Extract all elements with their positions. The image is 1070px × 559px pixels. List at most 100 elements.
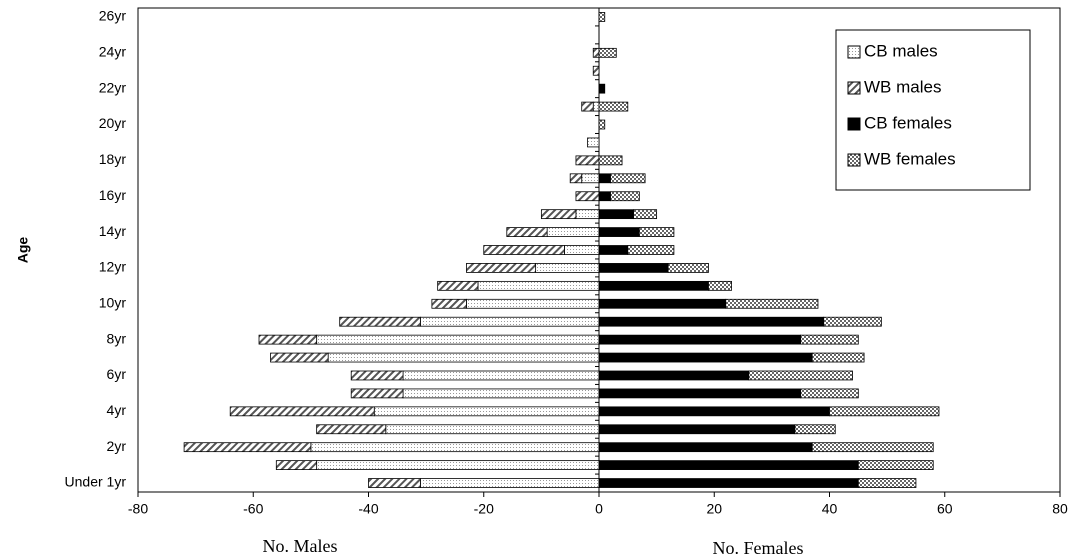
bar — [748, 370, 853, 381]
x-tick-label: 0 — [595, 501, 603, 517]
y-tick-label: 12yr — [99, 259, 127, 275]
bar — [339, 316, 421, 327]
bar — [592, 47, 600, 58]
x-tick-label: 40 — [822, 501, 838, 517]
y-tick-label: Under 1yr — [65, 474, 127, 490]
bar — [581, 101, 594, 112]
bar — [725, 298, 819, 309]
bar — [477, 280, 600, 291]
x-tick-label: -40 — [358, 501, 378, 517]
x-tick-label: 60 — [937, 501, 953, 517]
bar — [857, 460, 934, 470]
x-tick-label: -20 — [474, 501, 494, 517]
y-tick-label: 14yr — [99, 223, 127, 239]
bar — [598, 263, 669, 273]
bar — [627, 245, 675, 255]
bar — [633, 209, 658, 220]
bar — [598, 227, 640, 237]
y-tick-label: 22yr — [99, 79, 127, 95]
bar — [598, 101, 629, 112]
legend-label: WB males — [864, 77, 941, 96]
y-tick-label: 4yr — [107, 402, 127, 418]
legend-swatch — [847, 153, 861, 167]
bar — [598, 334, 802, 345]
bar — [540, 209, 577, 220]
bar — [598, 245, 629, 255]
bar — [800, 334, 859, 345]
bar — [587, 137, 600, 148]
legend-swatch — [847, 45, 861, 59]
legend-swatch — [847, 117, 861, 131]
bar — [610, 191, 640, 202]
x-tick-label: -80 — [128, 501, 148, 517]
y-tick-label: 8yr — [107, 330, 127, 346]
bar — [598, 406, 830, 417]
bar — [564, 245, 600, 255]
bar — [667, 263, 709, 273]
bar — [385, 424, 600, 435]
bar — [275, 460, 318, 470]
bar — [598, 191, 611, 202]
bar — [419, 478, 600, 488]
legend-label: WB females — [864, 149, 956, 168]
y-tick-label: 26yr — [99, 8, 127, 24]
legend-swatch — [847, 81, 861, 95]
bar — [575, 191, 600, 202]
bar — [368, 478, 421, 488]
bar — [350, 388, 404, 399]
bar — [598, 119, 606, 130]
x-axis-label: No. Males — [263, 536, 338, 556]
bar — [327, 352, 600, 363]
bar — [183, 442, 312, 453]
bar — [229, 406, 375, 417]
bar — [316, 334, 600, 345]
bar — [373, 406, 600, 417]
bar — [598, 280, 709, 291]
bar — [598, 352, 813, 363]
bar — [800, 388, 859, 399]
bar — [258, 334, 318, 345]
bar — [506, 227, 548, 237]
bar — [598, 12, 606, 22]
bar — [857, 478, 917, 488]
y-axis-label: Age — [15, 237, 31, 264]
bar — [466, 298, 600, 309]
bar — [811, 442, 934, 453]
bar — [598, 478, 859, 488]
bar — [598, 173, 611, 184]
x-tick-label: -60 — [243, 501, 263, 517]
bar — [316, 460, 600, 470]
bar — [829, 406, 940, 417]
legend-box — [835, 29, 1031, 191]
bar — [402, 370, 600, 381]
bar — [437, 280, 479, 291]
bar — [569, 173, 583, 184]
bar — [592, 101, 600, 112]
bar — [598, 316, 825, 327]
bar — [598, 209, 634, 220]
y-tick-label: 2yr — [107, 438, 127, 454]
bar — [598, 83, 606, 94]
bar — [350, 370, 404, 381]
x-tick-label: 80 — [1052, 501, 1068, 517]
bar — [598, 298, 727, 309]
bar — [598, 155, 623, 166]
bar — [483, 245, 565, 255]
legend-label: CB males — [864, 41, 938, 60]
bar — [794, 424, 836, 435]
bar — [316, 424, 387, 435]
x-axis-label: No. Females — [713, 538, 804, 558]
y-tick-label: 16yr — [99, 187, 127, 203]
legend-label: CB females — [864, 113, 952, 132]
bar — [598, 442, 813, 453]
bar — [581, 173, 600, 184]
bar — [402, 388, 600, 399]
bar — [823, 316, 882, 327]
bar — [575, 155, 600, 166]
bar — [270, 352, 329, 363]
bar — [598, 424, 796, 435]
bar — [811, 352, 865, 363]
bar — [598, 460, 859, 470]
y-tick-label: 18yr — [99, 151, 127, 167]
